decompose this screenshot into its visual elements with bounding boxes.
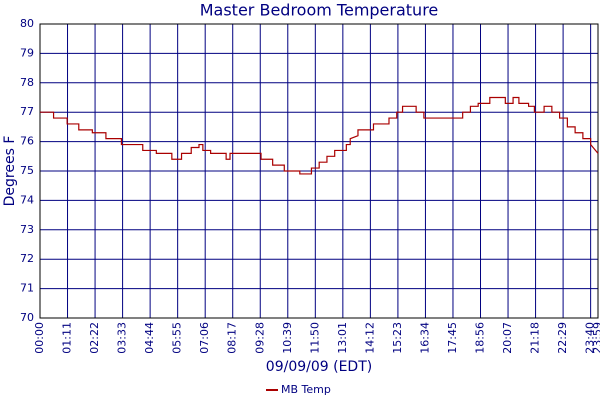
x-tick-label: 08:17	[226, 322, 239, 354]
x-tick-label: 01:11	[61, 322, 74, 354]
y-tick-label: 73	[20, 223, 34, 236]
y-tick-label: 79	[20, 46, 34, 59]
y-tick-label: 71	[20, 282, 34, 295]
x-tick-label: 23:59	[591, 322, 600, 354]
x-tick-label: 13:01	[336, 322, 349, 354]
x-tick-label: 05:55	[171, 322, 184, 354]
x-tick-label: 23:40	[584, 322, 597, 354]
x-tick-label: 10:39	[281, 322, 294, 354]
y-tick-label: 70	[20, 311, 34, 324]
data-line	[40, 96, 599, 175]
y-tick-label: 74	[20, 193, 34, 206]
x-tick-label: 20:07	[501, 322, 514, 354]
x-tick-label: 03:33	[116, 322, 129, 354]
x-axis-label: 09/09/09 (EDT)	[266, 359, 372, 375]
x-tick-label: 15:23	[391, 322, 404, 354]
x-tick-label: 09:28	[253, 322, 266, 354]
y-axis-label: Degrees F	[2, 136, 18, 207]
x-tick-label: 14:12	[363, 322, 376, 354]
plot-border	[39, 23, 599, 319]
x-tick-label: 00:00	[33, 322, 46, 354]
x-tick-label: 02:22	[88, 322, 101, 354]
chart-title: Master Bedroom Temperature	[200, 1, 439, 20]
x-tick-label: 04:44	[143, 322, 156, 354]
x-tick-label: 21:18	[529, 322, 542, 354]
y-tick-label: 78	[20, 76, 34, 89]
y-tick-label: 77	[20, 105, 34, 118]
x-tick-label: 16:34	[418, 322, 431, 354]
y-tick-label: 80	[20, 17, 34, 30]
x-tick-label: 11:50	[308, 322, 321, 354]
y-tick-label: 75	[20, 164, 34, 177]
y-tick-label: 72	[20, 252, 34, 265]
y-tick-label: 76	[20, 135, 34, 148]
legend-label: MB Temp	[281, 383, 331, 396]
x-tick-label: 17:45	[446, 322, 459, 354]
x-tick-label: 22:29	[556, 322, 569, 354]
x-tick-label: 18:56	[474, 322, 487, 354]
x-tick-label: 07:06	[198, 322, 211, 354]
